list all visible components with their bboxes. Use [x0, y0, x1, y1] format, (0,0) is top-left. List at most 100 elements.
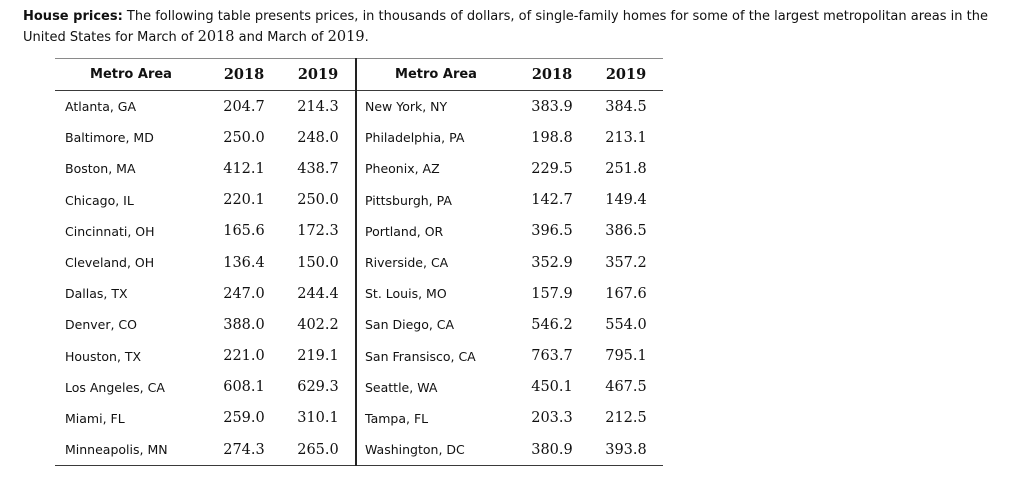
cell-2019-right: 212.5: [605, 410, 647, 427]
cell-2018-left: 136.4: [223, 254, 265, 271]
cell-2019-left: 629.3: [297, 379, 339, 396]
cell-2019-right: 384.5: [605, 98, 647, 115]
table-row: Dallas, TX 247.0 244.4 St. Louis, MO 157…: [55, 278, 663, 310]
cell-2019-left: 402.2: [297, 316, 339, 333]
cell-2018-right: 380.9: [515, 434, 589, 467]
table-row: Houston, TX 221.0 219.1 San Fransisco, C…: [55, 340, 663, 372]
cell-2019-right: 393.8: [589, 434, 663, 467]
cell-area-left: Cincinnati, OH: [65, 223, 155, 239]
header-2019-right: 2019: [589, 58, 663, 91]
table-row: Boston, MA 412.1 438.7 Pheonix, AZ 229.5…: [55, 153, 663, 185]
cell-2018-right: 352.9: [531, 254, 573, 271]
cell-area-right: Pittsburgh, PA: [355, 184, 515, 216]
intro-year-b: 2019: [327, 29, 365, 45]
cell-2019-left: 150.0: [297, 254, 339, 271]
header-2019-left: 2019: [281, 58, 356, 91]
cell-2019-right: 149.4: [605, 192, 647, 209]
cell-2018-left: 204.7: [223, 98, 265, 115]
intro-year-a: 2018: [197, 29, 235, 45]
cell-2019-left: 244.4: [297, 285, 339, 302]
cell-2019-right: 795.1: [605, 348, 647, 365]
table-row: Minneapolis, MN 274.3 265.0 Washington, …: [55, 434, 663, 467]
cell-area-left: Minneapolis, MN: [55, 434, 207, 467]
cell-2018-left: 165.6: [223, 223, 265, 240]
cell-2018-left: 388.0: [223, 316, 265, 333]
table-row: Miami, FL 259.0 310.1 Tampa, FL 203.3 21…: [55, 402, 663, 435]
table-row: Atlanta, GA 204.7 214.3 New York, NY 383…: [55, 90, 663, 123]
cell-2019-left: 219.1: [297, 348, 339, 365]
cell-2019-left: 214.3: [297, 98, 339, 115]
cell-area-right: San Fransisco, CA: [355, 340, 515, 372]
header-2018-left: 2018: [207, 58, 281, 91]
cell-2018-left: 259.0: [223, 410, 265, 427]
table-row: Baltimore, MD 250.0 248.0 Philadelphia, …: [55, 122, 663, 154]
cell-2019-left: 250.0: [297, 192, 339, 209]
table-row: Los Angeles, CA 608.1 629.3 Seattle, WA …: [55, 371, 663, 403]
cell-area-left: Boston, MA: [65, 161, 136, 177]
cell-area-left: Baltimore, MD: [65, 130, 154, 146]
cell-2019-right: 386.5: [605, 223, 647, 240]
cell-2018-right: 396.5: [531, 223, 573, 240]
cell-area-left: Atlanta, GA: [65, 99, 137, 115]
table-row: Cleveland, OH 136.4 150.0 Riverside, CA …: [55, 246, 663, 279]
cell-2018-left: 608.1: [223, 379, 265, 396]
table-header: Metro Area 2018 2019 Metro Area 2018 201…: [55, 58, 663, 91]
intro-paragraph: House prices: The following table presen…: [23, 7, 1013, 48]
cell-area-right: Pheonix, AZ: [355, 153, 515, 185]
cell-2019-left: 438.7: [297, 160, 339, 177]
cell-2018-right: 198.8: [531, 129, 573, 146]
header-metro-area-left: Metro Area: [55, 58, 207, 91]
table-row: Denver, CO 388.0 402.2 San Diego, CA 546…: [55, 309, 663, 341]
cell-2018-left: 220.1: [223, 192, 265, 209]
intro-text-start: The following table presents prices, in …: [23, 9, 988, 45]
cell-2018-right: 229.5: [531, 160, 573, 177]
cell-2019-left: 172.3: [297, 223, 339, 240]
cell-2018-left: 274.3: [207, 434, 281, 467]
header-2018-right: 2018: [515, 58, 589, 91]
cell-2019-right: 357.2: [605, 254, 647, 271]
intro-text-end: .: [364, 30, 369, 45]
cell-2018-left: 221.0: [223, 348, 265, 365]
cell-area-left: Dallas, TX: [65, 286, 128, 302]
intro-lead: House prices:: [23, 9, 123, 24]
cell-area-right: Tampa, FL: [355, 402, 515, 435]
cell-2018-right: 142.7: [531, 192, 573, 209]
cell-2018-left: 247.0: [223, 285, 265, 302]
cell-area-right: St. Louis, MO: [355, 278, 515, 310]
header-metro-area-right: Metro Area: [355, 58, 515, 91]
cell-area-left: Los Angeles, CA: [65, 379, 165, 395]
cell-2019-left: 310.1: [297, 410, 339, 427]
cell-2019-right: 213.1: [605, 129, 647, 146]
cell-area-right: New York, NY: [355, 90, 515, 123]
cell-2019-right: 554.0: [605, 316, 647, 333]
cell-area-right: Philadelphia, PA: [355, 122, 515, 154]
cell-area-right: Seattle, WA: [355, 371, 515, 403]
cell-2018-right: 450.1: [531, 379, 573, 396]
cell-area-left: Chicago, IL: [65, 192, 134, 208]
cell-area-right: Riverside, CA: [355, 246, 515, 279]
table-row: Chicago, IL 220.1 250.0 Pittsburgh, PA 1…: [55, 184, 663, 216]
table-row: Cincinnati, OH 165.6 172.3 Portland, OR …: [55, 215, 663, 247]
cell-area-right: San Diego, CA: [355, 309, 515, 341]
cell-2018-left: 412.1: [223, 160, 265, 177]
cell-area-left: Houston, TX: [65, 348, 142, 364]
cell-area-right: Portland, OR: [355, 215, 515, 247]
header-row: Metro Area 2018 2019 Metro Area 2018 201…: [55, 58, 663, 91]
cell-2018-right: 157.9: [531, 285, 573, 302]
cell-2019-right: 167.6: [605, 285, 647, 302]
cell-2019-left: 248.0: [297, 129, 339, 146]
cell-2018-right: 203.3: [531, 410, 573, 427]
cell-area-left: Miami, FL: [65, 410, 125, 426]
cell-2019-left: 265.0: [281, 434, 356, 467]
cell-2018-right: 763.7: [531, 348, 573, 365]
cell-area-left: Denver, CO: [65, 317, 137, 333]
cell-2018-left: 250.0: [223, 129, 265, 146]
cell-2018-right: 383.9: [531, 98, 573, 115]
cell-2019-right: 251.8: [605, 160, 647, 177]
cell-area-left: Cleveland, OH: [65, 255, 155, 271]
table-body: Atlanta, GA 204.7 214.3 New York, NY 383…: [55, 90, 663, 467]
house-prices-table: Metro Area 2018 2019 Metro Area 2018 201…: [55, 58, 663, 467]
cell-area-right: Washington, DC: [355, 434, 515, 467]
cell-2018-right: 546.2: [531, 316, 573, 333]
cell-2019-right: 467.5: [605, 379, 647, 396]
